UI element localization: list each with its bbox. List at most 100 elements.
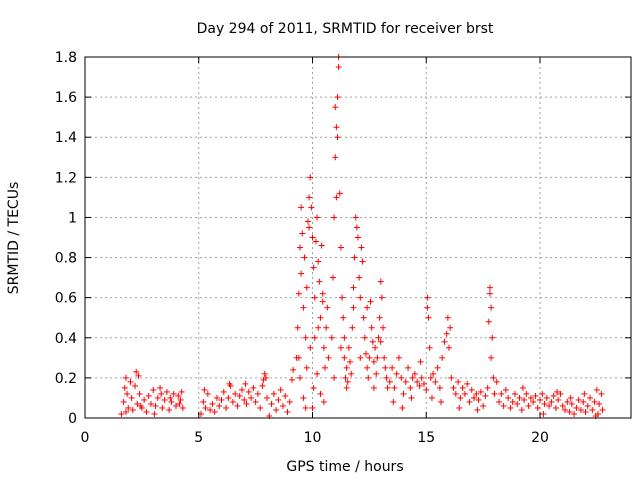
- data-point: [220, 388, 227, 395]
- data-point: [136, 390, 143, 397]
- data-point: [356, 274, 363, 281]
- data-point: [532, 392, 539, 399]
- y-tick-label: 1.6: [55, 90, 77, 106]
- data-point: [389, 364, 396, 371]
- data-point: [125, 404, 132, 411]
- data-point: [275, 396, 282, 403]
- data-point: [279, 402, 286, 409]
- data-point: [332, 104, 339, 111]
- data-point: [456, 404, 463, 411]
- data-point: [446, 344, 452, 351]
- data-point: [514, 400, 521, 407]
- data-point: [218, 396, 225, 403]
- data-point: [213, 394, 220, 401]
- data-point: [581, 390, 588, 397]
- data-point: [324, 304, 331, 311]
- data-point: [250, 384, 257, 391]
- data-point: [238, 386, 245, 393]
- data-point: [373, 370, 380, 377]
- data-point: [511, 390, 518, 397]
- data-point: [135, 372, 142, 379]
- data-point: [390, 398, 397, 405]
- data-point: [298, 270, 305, 277]
- data-point: [290, 366, 297, 373]
- data-point: [296, 374, 303, 381]
- data-point: [519, 384, 526, 391]
- data-point: [320, 344, 327, 351]
- y-tick-label: 0.4: [55, 331, 77, 347]
- data-point: [486, 284, 493, 291]
- data-point: [357, 354, 364, 361]
- data-point: [348, 370, 355, 377]
- data-point: [351, 254, 358, 261]
- data-point: [477, 388, 484, 395]
- data-point: [426, 344, 433, 351]
- data-point: [284, 408, 291, 415]
- data-point: [571, 410, 578, 417]
- data-point: [455, 378, 462, 385]
- data-point: [124, 390, 131, 397]
- data-point: [329, 274, 336, 281]
- data-point: [176, 400, 183, 407]
- data-point: [461, 390, 468, 397]
- data-point: [314, 370, 321, 377]
- data-point: [241, 396, 248, 403]
- data-point: [491, 390, 498, 397]
- data-point: [226, 380, 233, 387]
- data-point: [295, 354, 302, 361]
- data-point: [350, 304, 357, 311]
- data-point: [312, 238, 319, 245]
- data-point: [216, 402, 223, 409]
- data-point: [409, 374, 416, 381]
- data-point: [541, 400, 548, 407]
- data-point: [375, 334, 382, 341]
- data-point: [236, 392, 243, 399]
- data-point: [295, 290, 302, 297]
- data-point: [365, 374, 372, 381]
- data-point: [518, 406, 525, 413]
- data-point: [273, 406, 280, 413]
- x-tick-label: 5: [194, 430, 203, 446]
- data-point: [336, 190, 343, 197]
- data-point: [468, 386, 475, 393]
- data-point: [376, 314, 383, 321]
- data-point: [177, 396, 184, 403]
- data-point: [441, 338, 448, 345]
- data-point: [314, 214, 321, 221]
- data-point: [350, 284, 357, 291]
- data-point: [424, 304, 431, 311]
- data-point: [386, 378, 393, 385]
- data-point: [342, 374, 349, 381]
- data-point: [163, 388, 170, 395]
- data-point: [122, 374, 129, 381]
- data-point: [311, 334, 318, 341]
- data-point: [443, 330, 450, 337]
- data-point: [268, 400, 275, 407]
- data-point: [343, 384, 350, 391]
- data-point: [377, 338, 384, 345]
- y-tick-label: 1: [68, 210, 77, 226]
- data-point: [143, 408, 150, 415]
- data-point: [525, 402, 532, 409]
- data-point: [294, 324, 301, 331]
- data-point: [298, 204, 305, 211]
- y-tick-label: 1.2: [55, 170, 77, 186]
- data-point: [121, 384, 128, 391]
- y-tick-label: 1.4: [55, 130, 77, 146]
- data-point: [344, 378, 351, 385]
- data-point: [248, 394, 255, 401]
- data-point: [417, 358, 424, 365]
- data-point: [534, 404, 541, 411]
- data-point: [339, 294, 346, 301]
- data-point: [178, 388, 185, 395]
- data-point: [260, 376, 267, 383]
- data-point: [179, 404, 186, 411]
- data-point: [309, 404, 316, 411]
- data-point: [282, 392, 289, 399]
- data-point: [232, 390, 239, 397]
- data-point: [444, 314, 451, 321]
- data-point: [500, 402, 507, 409]
- data-point: [341, 334, 348, 341]
- data-point: [378, 294, 385, 301]
- data-point: [464, 380, 471, 387]
